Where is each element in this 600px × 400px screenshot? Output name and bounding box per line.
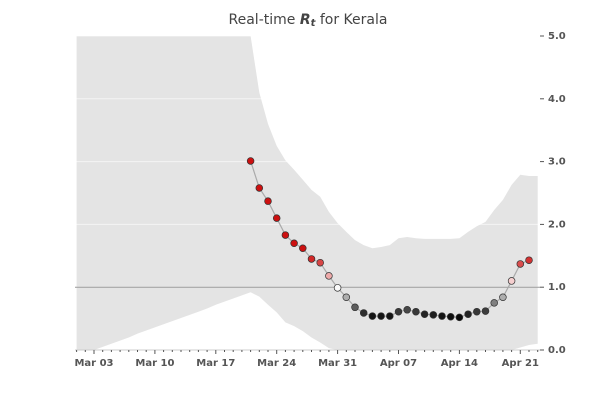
- rt-point: [446, 312, 455, 321]
- x-tick-label: Mar 31: [318, 358, 357, 369]
- rt-point: [359, 309, 368, 317]
- title-prefix: Real-time: [229, 12, 296, 28]
- rt-point: [377, 312, 385, 320]
- rt-point: [420, 310, 429, 318]
- x-tick-label: Apr 21: [502, 358, 539, 369]
- rt-point: [255, 184, 264, 192]
- rt-point: [368, 312, 377, 320]
- title-subscript: t: [311, 18, 317, 29]
- rt-point: [455, 313, 464, 322]
- rt-point: [429, 311, 438, 319]
- confidence-band: [76, 36, 538, 350]
- rt-point: [342, 293, 351, 301]
- y-tick-label: 3.0: [548, 157, 566, 168]
- rt-point: [507, 277, 516, 285]
- x-tick-label: Apr 07: [380, 358, 417, 369]
- x-tick-label: Mar 10: [135, 358, 174, 369]
- rt-point: [464, 310, 472, 318]
- rt-point: [333, 284, 342, 292]
- chart-title: Real-time Rt for Kerala: [229, 12, 388, 29]
- rt-point: [499, 293, 507, 301]
- rt-point: [290, 239, 298, 247]
- x-tick-label: Mar 24: [257, 358, 296, 369]
- y-tick-label: 5.0: [548, 31, 566, 42]
- y-tick-label: 4.0: [548, 94, 566, 105]
- rt-point: [351, 303, 359, 312]
- title-suffix: for Kerala: [320, 12, 388, 28]
- rt-point: [264, 197, 272, 205]
- rt-point: [516, 260, 525, 268]
- y-tick-label: 0.0: [548, 345, 566, 356]
- x-tick-label: Mar 17: [196, 358, 235, 369]
- rt-point: [307, 255, 316, 263]
- rt-point: [394, 307, 403, 316]
- rt-point: [438, 312, 446, 320]
- rt-point: [299, 244, 307, 253]
- rt-point: [525, 256, 533, 264]
- rt-point: [316, 258, 324, 267]
- rt-point: [481, 307, 490, 315]
- rt-point: [403, 306, 411, 314]
- rt-point: [272, 214, 281, 222]
- title-symbol: R: [300, 12, 311, 28]
- y-tick-label: 2.0: [548, 219, 566, 230]
- rt-point: [473, 307, 481, 316]
- rt-point: [246, 157, 255, 165]
- rt-point: [325, 272, 333, 280]
- y-tick-label: 1.0: [548, 282, 566, 293]
- rt-point: [281, 231, 290, 239]
- rt-point: [386, 312, 394, 320]
- rt-point: [412, 307, 420, 316]
- x-tick-label: Mar 03: [74, 358, 113, 369]
- rt-point: [490, 299, 498, 307]
- x-tick-label: Apr 14: [441, 358, 478, 369]
